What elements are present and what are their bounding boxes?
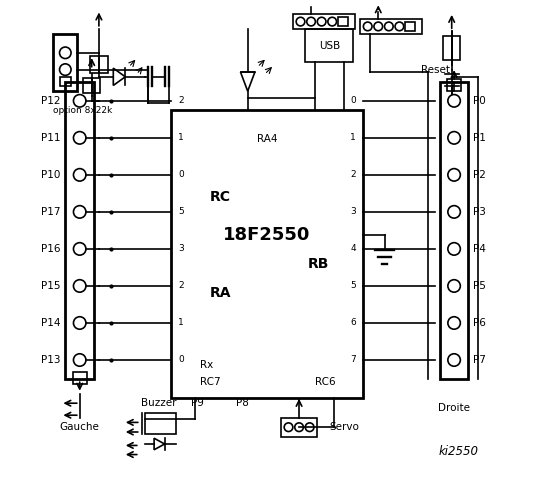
Text: P0: P0 <box>473 96 486 106</box>
Text: P14: P14 <box>41 318 60 328</box>
Bar <box>65 82 94 379</box>
Text: 2: 2 <box>178 281 184 290</box>
Text: P13: P13 <box>41 355 60 365</box>
Text: 18F2550: 18F2550 <box>223 226 311 244</box>
Bar <box>447 79 461 91</box>
Text: 7: 7 <box>350 356 356 364</box>
Bar <box>53 34 77 91</box>
Text: 0: 0 <box>178 356 184 364</box>
Text: ki2550: ki2550 <box>438 444 478 458</box>
Bar <box>90 57 107 73</box>
Text: 3: 3 <box>350 207 356 216</box>
Text: Droite: Droite <box>438 403 470 413</box>
Text: 4: 4 <box>350 244 356 253</box>
Text: 1: 1 <box>178 133 184 143</box>
Text: P8: P8 <box>237 398 249 408</box>
Text: Gauche: Gauche <box>60 422 100 432</box>
Text: RC7: RC7 <box>200 377 220 386</box>
Text: 0: 0 <box>350 96 356 105</box>
Text: 6: 6 <box>350 318 356 327</box>
Text: 1: 1 <box>350 133 356 143</box>
Text: Buzzer: Buzzer <box>141 398 176 408</box>
Text: P15: P15 <box>41 281 60 291</box>
Text: P12: P12 <box>41 96 60 106</box>
Text: P9: P9 <box>191 398 204 408</box>
Text: Servo: Servo <box>329 422 359 432</box>
Text: P16: P16 <box>41 244 60 254</box>
Text: RA4: RA4 <box>257 134 277 144</box>
Bar <box>293 14 354 29</box>
Text: P6: P6 <box>473 318 486 328</box>
Bar <box>83 78 100 93</box>
Text: P11: P11 <box>41 133 60 143</box>
Text: RB: RB <box>308 257 329 271</box>
Bar <box>281 418 317 437</box>
Bar <box>72 372 87 384</box>
Text: option 8x22k: option 8x22k <box>53 106 113 115</box>
Bar <box>60 77 71 86</box>
Text: P1: P1 <box>473 133 486 143</box>
Bar <box>440 82 468 379</box>
Text: P4: P4 <box>473 244 486 254</box>
Bar <box>144 413 176 434</box>
Bar <box>338 17 347 26</box>
Text: 3: 3 <box>178 244 184 253</box>
Text: P10: P10 <box>41 170 60 180</box>
Bar <box>405 22 415 31</box>
Text: Reset: Reset <box>420 65 450 74</box>
Text: P3: P3 <box>473 207 486 217</box>
Text: P5: P5 <box>473 281 486 291</box>
Bar <box>171 110 363 398</box>
Text: P17: P17 <box>41 207 60 217</box>
Text: Rx: Rx <box>200 360 213 370</box>
Text: 1: 1 <box>178 318 184 327</box>
Text: RA: RA <box>209 286 231 300</box>
Text: 5: 5 <box>350 281 356 290</box>
Bar <box>443 36 460 60</box>
Text: RC6: RC6 <box>315 377 336 386</box>
Text: 5: 5 <box>178 207 184 216</box>
Bar <box>361 19 422 34</box>
Text: RC: RC <box>209 190 230 204</box>
Text: 0: 0 <box>178 170 184 180</box>
Text: 2: 2 <box>350 170 356 180</box>
Text: P2: P2 <box>473 170 486 180</box>
Text: P7: P7 <box>473 355 486 365</box>
Bar <box>305 29 353 62</box>
Text: USB: USB <box>319 41 340 50</box>
Text: 2: 2 <box>178 96 184 105</box>
